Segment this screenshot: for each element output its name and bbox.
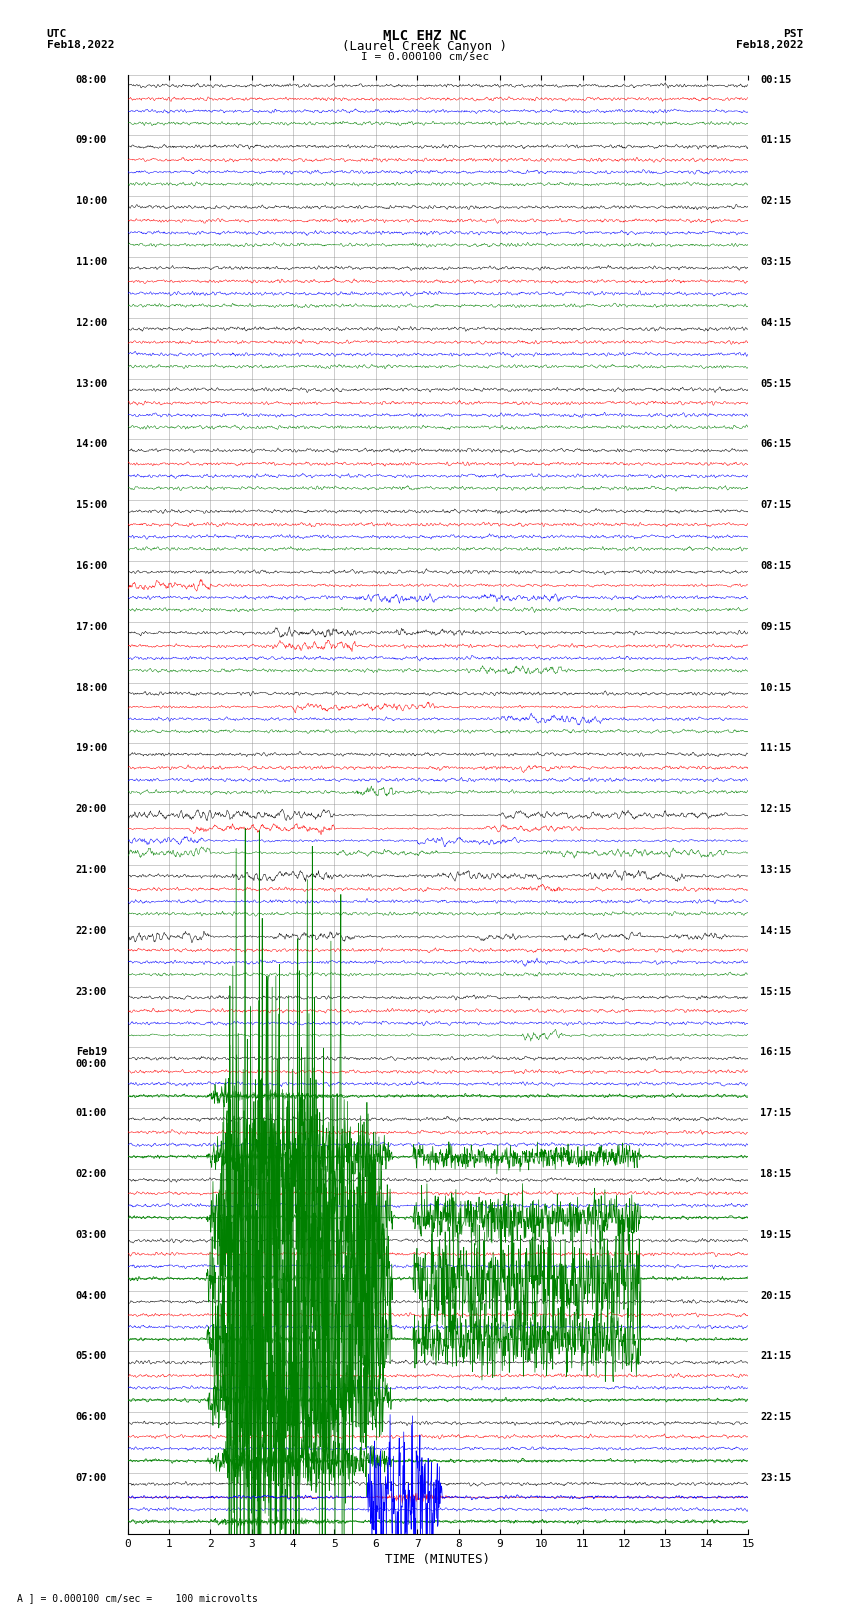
Text: PST: PST (783, 29, 803, 39)
Text: 20:00: 20:00 (76, 805, 107, 815)
Text: 03:00: 03:00 (76, 1229, 107, 1240)
Text: 05:15: 05:15 (761, 379, 791, 389)
Text: 11:00: 11:00 (76, 256, 107, 268)
Text: UTC: UTC (47, 29, 67, 39)
Text: 23:15: 23:15 (761, 1473, 791, 1482)
Text: 07:15: 07:15 (761, 500, 791, 510)
X-axis label: TIME (MINUTES): TIME (MINUTES) (385, 1553, 490, 1566)
Text: 01:15: 01:15 (761, 135, 791, 145)
Text: 15:00: 15:00 (76, 500, 107, 510)
Text: MLC EHZ NC: MLC EHZ NC (383, 29, 467, 44)
Text: 15:15: 15:15 (761, 987, 791, 997)
Text: 01:00: 01:00 (76, 1108, 107, 1118)
Text: Feb18,2022: Feb18,2022 (736, 40, 803, 50)
Text: 18:00: 18:00 (76, 682, 107, 692)
Text: 19:15: 19:15 (761, 1229, 791, 1240)
Text: 21:15: 21:15 (761, 1352, 791, 1361)
Text: 09:00: 09:00 (76, 135, 107, 145)
Text: Feb19
00:00: Feb19 00:00 (76, 1047, 107, 1069)
Text: Feb18,2022: Feb18,2022 (47, 40, 114, 50)
Text: 17:15: 17:15 (761, 1108, 791, 1118)
Text: 10:15: 10:15 (761, 682, 791, 692)
Text: 02:00: 02:00 (76, 1169, 107, 1179)
Text: 12:00: 12:00 (76, 318, 107, 327)
Text: 16:15: 16:15 (761, 1047, 791, 1058)
Text: 14:00: 14:00 (76, 439, 107, 450)
Text: 08:00: 08:00 (76, 74, 107, 84)
Text: 00:15: 00:15 (761, 74, 791, 84)
Text: 18:15: 18:15 (761, 1169, 791, 1179)
Text: 09:15: 09:15 (761, 623, 791, 632)
Text: A ] = 0.000100 cm/sec =    100 microvolts: A ] = 0.000100 cm/sec = 100 microvolts (17, 1594, 258, 1603)
Text: (Laurel Creek Canyon ): (Laurel Creek Canyon ) (343, 40, 507, 53)
Text: 07:00: 07:00 (76, 1473, 107, 1482)
Text: 04:00: 04:00 (76, 1290, 107, 1300)
Text: 23:00: 23:00 (76, 987, 107, 997)
Text: 10:00: 10:00 (76, 197, 107, 206)
Text: 13:15: 13:15 (761, 865, 791, 874)
Text: 20:15: 20:15 (761, 1290, 791, 1300)
Text: 03:15: 03:15 (761, 256, 791, 268)
Text: 02:15: 02:15 (761, 197, 791, 206)
Text: 12:15: 12:15 (761, 805, 791, 815)
Text: 16:00: 16:00 (76, 561, 107, 571)
Text: I = 0.000100 cm/sec: I = 0.000100 cm/sec (361, 52, 489, 61)
Text: 17:00: 17:00 (76, 623, 107, 632)
Text: 21:00: 21:00 (76, 865, 107, 874)
Text: 04:15: 04:15 (761, 318, 791, 327)
Text: 05:00: 05:00 (76, 1352, 107, 1361)
Text: 19:00: 19:00 (76, 744, 107, 753)
Text: 11:15: 11:15 (761, 744, 791, 753)
Text: 14:15: 14:15 (761, 926, 791, 936)
Text: 22:15: 22:15 (761, 1411, 791, 1423)
Text: 06:15: 06:15 (761, 439, 791, 450)
Text: 06:00: 06:00 (76, 1411, 107, 1423)
Text: 08:15: 08:15 (761, 561, 791, 571)
Text: 13:00: 13:00 (76, 379, 107, 389)
Text: 22:00: 22:00 (76, 926, 107, 936)
